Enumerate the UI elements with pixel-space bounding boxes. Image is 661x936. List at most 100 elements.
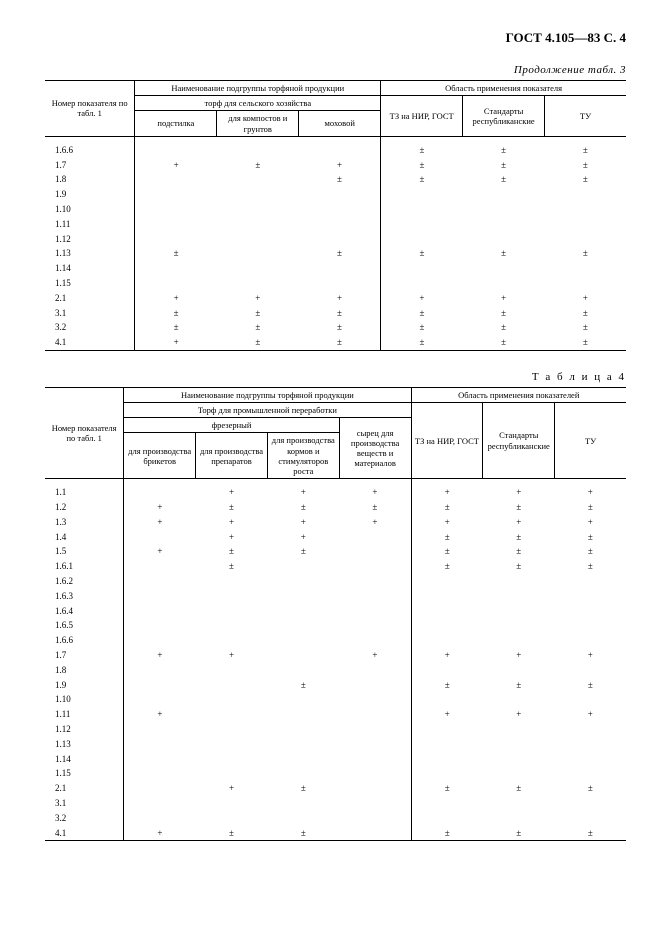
cell [124,737,196,752]
cell [555,766,626,781]
table-row: 1.10 [45,202,626,217]
cell: + [196,515,268,530]
cell [381,276,463,291]
cell [411,796,483,811]
cell [299,187,381,202]
cell: ± [299,306,381,321]
cell [483,752,555,767]
cell: ± [381,306,463,321]
cell: ± [339,500,411,515]
row-id: 1.7 [45,648,124,663]
cell: ± [267,500,339,515]
cell: + [381,291,463,306]
cell [339,604,411,619]
cell: ± [545,172,626,187]
cell: ± [299,246,381,261]
t3-h-2: моховой [299,111,381,136]
cell: ± [463,136,545,157]
cell: ± [411,826,483,841]
cell [124,722,196,737]
cell: + [135,158,217,173]
cell [135,232,217,247]
table-row: 1.6.1±±±± [45,559,626,574]
row-id: 1.10 [45,692,124,707]
cell: ± [299,335,381,350]
cell [483,589,555,604]
cell [339,678,411,693]
cell [411,663,483,678]
cell [299,217,381,232]
table-row: 1.6.3 [45,589,626,604]
cell [463,261,545,276]
cell: + [411,515,483,530]
cell [483,618,555,633]
cell: + [196,530,268,545]
cell [299,261,381,276]
table-row: 1.6.2 [45,574,626,589]
cell [124,479,196,500]
cell [196,663,268,678]
cell: + [196,648,268,663]
row-id: 1.3 [45,515,124,530]
cell [124,781,196,796]
cell: ± [411,678,483,693]
cell [124,559,196,574]
t4-h-2: для производства кормов и стимуляторов р… [267,433,339,479]
cell: + [124,826,196,841]
cell [339,544,411,559]
row-id: 1.6.4 [45,604,124,619]
cell [217,172,299,187]
cell: + [196,479,268,500]
cell: ± [411,500,483,515]
cell: + [339,479,411,500]
cell [555,722,626,737]
cell [299,202,381,217]
cell: ± [555,500,626,515]
cell [381,187,463,202]
table-row: 1.14 [45,752,626,767]
cell: ± [196,500,268,515]
cell [381,217,463,232]
cell [267,589,339,604]
cell [217,232,299,247]
cell [339,589,411,604]
table-row: 1.5+±±±±± [45,544,626,559]
cell [196,589,268,604]
row-id: 1.13 [45,737,124,752]
cell [411,633,483,648]
row-id: 1.1 [45,479,124,500]
cell: + [299,158,381,173]
cell [483,574,555,589]
table-row: 1.7++++++ [45,648,626,663]
cell: ± [463,320,545,335]
cell: + [124,515,196,530]
cell [339,811,411,826]
cell [381,202,463,217]
cell [267,692,339,707]
cell [555,618,626,633]
cell [267,796,339,811]
table-row: 1.14 [45,261,626,276]
cell: + [483,515,555,530]
row-id: 4.1 [45,335,135,350]
cell: ± [299,320,381,335]
cell [411,692,483,707]
cell: ± [463,306,545,321]
cell [267,707,339,722]
cell [196,752,268,767]
cell [299,276,381,291]
cell [267,559,339,574]
cell: ± [483,678,555,693]
t3-col-num: Номер показателя по табл. 1 [45,81,135,137]
cell: ± [196,544,268,559]
cell: ± [483,530,555,545]
cell [267,766,339,781]
cell: ± [267,826,339,841]
cell [196,766,268,781]
row-id: 4.1 [45,826,124,841]
cell [483,766,555,781]
cell [339,559,411,574]
cell [339,692,411,707]
cell [411,589,483,604]
cell: ± [463,335,545,350]
